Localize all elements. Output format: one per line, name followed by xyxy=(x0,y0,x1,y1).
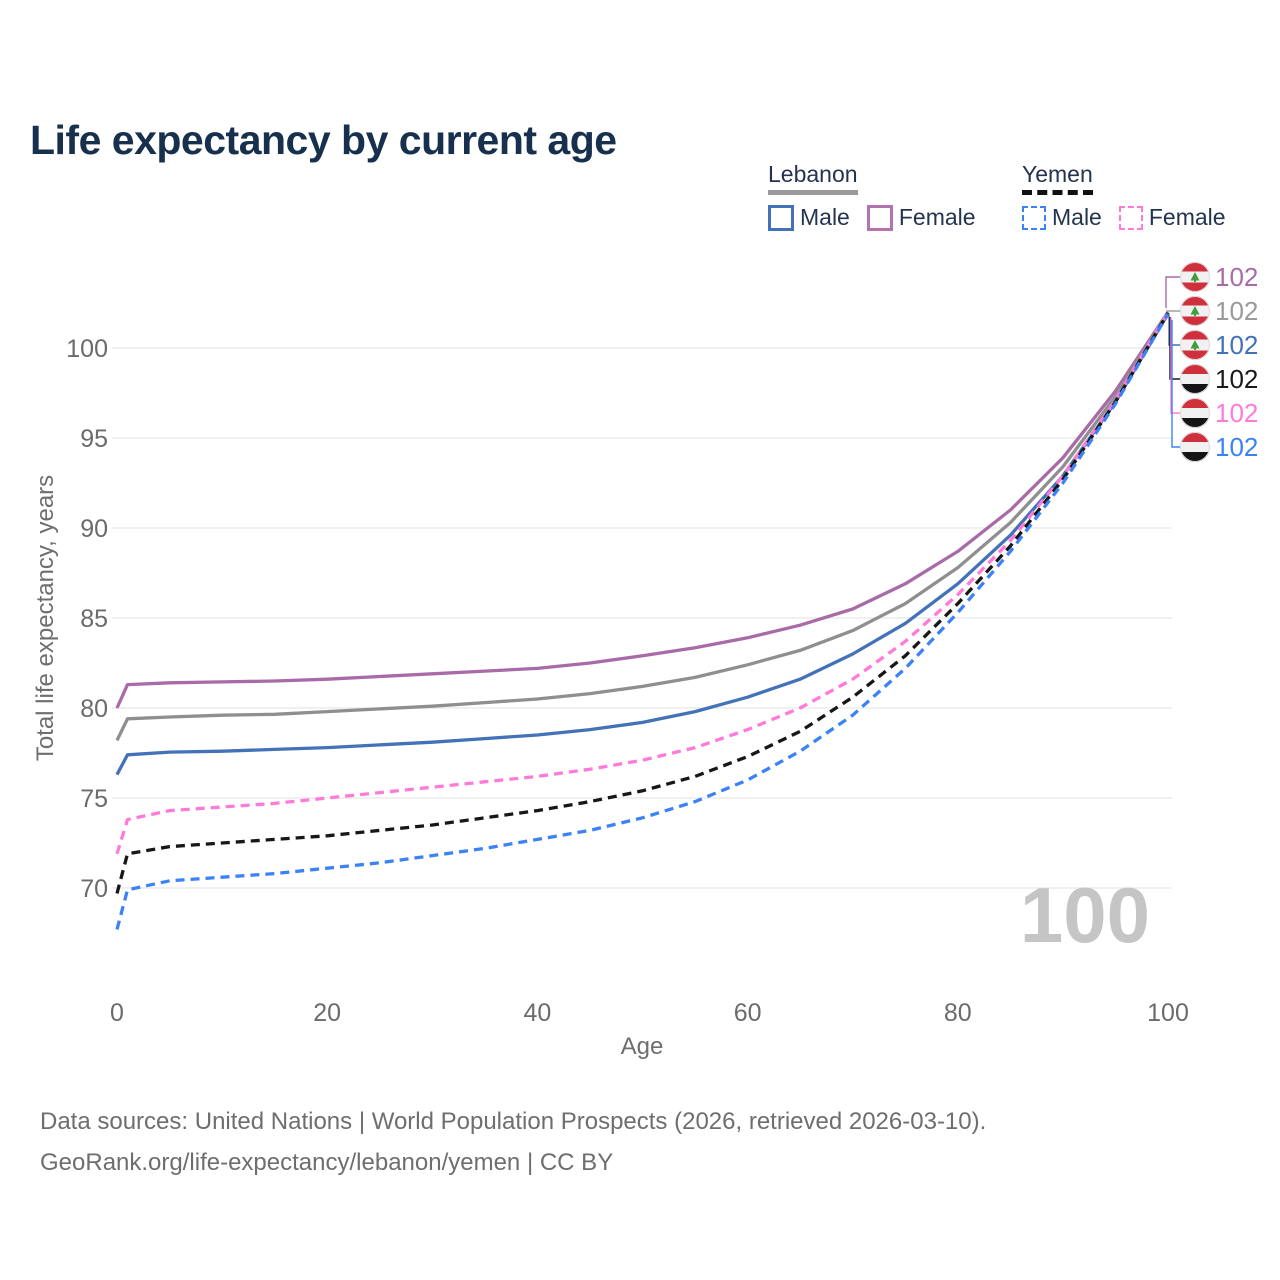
leader-line xyxy=(1170,318,1180,414)
x-tick-label: 40 xyxy=(523,999,551,1027)
x-tick-label: 100 xyxy=(1147,999,1189,1027)
attribution-link: GeoRank.org/life-expectancy/lebanon/yeme… xyxy=(40,1149,614,1176)
leader-line xyxy=(1171,320,1180,448)
x-axis-ticks: 0 20 40 60 80 100 xyxy=(110,999,1189,1027)
end-value-label: 102 xyxy=(1215,330,1258,360)
series-line-lebanon-female[interactable] xyxy=(115,311,1170,709)
lebanon-flag-icon xyxy=(1180,262,1210,292)
legend-group-lebanon: Lebanon Male Female xyxy=(768,161,993,231)
y-tick-label: 75 xyxy=(80,785,108,813)
legend-item-label: Male xyxy=(800,204,850,230)
gridlines xyxy=(112,347,1172,889)
series-line-yemen-male[interactable] xyxy=(115,312,1170,930)
data-series xyxy=(115,311,1170,930)
series-line-lebanon-both-sexes[interactable] xyxy=(115,311,1170,742)
leader-line xyxy=(1169,317,1180,380)
yemen-flag-icon xyxy=(1180,398,1210,428)
y-tick-label: 85 xyxy=(80,605,108,633)
end-value-label: 102 xyxy=(1215,296,1258,326)
yemen-flag-icon xyxy=(1180,432,1210,462)
leader-line xyxy=(1165,276,1180,308)
end-value-label: 102 xyxy=(1215,398,1258,428)
lebanon-male-swatch-icon xyxy=(768,204,794,231)
legend-country-yemen[interactable]: Yemen xyxy=(1022,161,1093,195)
lebanon-female-swatch-icon xyxy=(866,204,893,231)
legend-item-yemen-male[interactable]: Male xyxy=(1022,204,1102,231)
current-age-watermark: 100 xyxy=(1020,871,1150,959)
end-value-label: 102 xyxy=(1215,262,1258,292)
y-tick-label: 80 xyxy=(80,695,108,723)
yemen-female-swatch-icon xyxy=(1118,205,1143,230)
leader-line xyxy=(1168,314,1180,346)
series-line-lebanon-male[interactable] xyxy=(115,312,1170,776)
y-axis-ticks: 70 75 80 85 90 95 100 xyxy=(66,335,108,903)
end-value-label: 102 xyxy=(1215,364,1258,394)
y-tick-label: 100 xyxy=(66,335,108,363)
yemen-male-swatch-icon xyxy=(1022,205,1046,230)
x-axis-title: Age xyxy=(620,1033,664,1060)
lebanon-flag-icon xyxy=(1180,296,1210,326)
lebanon-flag-icon xyxy=(1180,330,1210,360)
x-tick-label: 20 xyxy=(313,999,341,1027)
y-tick-label: 95 xyxy=(80,425,108,453)
y-tick-label: 70 xyxy=(80,875,108,903)
legend-group-yemen: Yemen Male Female xyxy=(1022,161,1243,231)
legend-item-lebanon-female[interactable]: Female xyxy=(866,204,976,231)
legend-item-lebanon-male[interactable]: Male xyxy=(768,204,850,231)
legend-item-label: Male xyxy=(1052,204,1102,230)
x-tick-label: 0 xyxy=(110,999,124,1027)
page-title: Life expectancy by current age xyxy=(30,117,617,164)
legend-country-lebanon[interactable]: Lebanon xyxy=(768,161,858,195)
x-tick-label: 80 xyxy=(944,999,972,1027)
series-line-yemen-female[interactable] xyxy=(115,311,1170,855)
end-value-label: 102 xyxy=(1215,432,1258,462)
series-line-yemen-both-sexes[interactable] xyxy=(115,312,1170,894)
end-value-callouts: 102 102 102 102 102 102 xyxy=(1180,262,1258,462)
legend-item-label: Female xyxy=(898,204,976,230)
y-tick-label: 90 xyxy=(80,515,108,543)
yemen-flag-icon xyxy=(1180,364,1210,394)
x-tick-label: 60 xyxy=(734,999,762,1027)
legend-item-label: Female xyxy=(1148,204,1226,230)
callout-leader-lines xyxy=(1165,276,1180,448)
legend-item-yemen-female[interactable]: Female xyxy=(1118,204,1226,231)
data-source-note: Data sources: United Nations | World Pop… xyxy=(40,1108,987,1135)
